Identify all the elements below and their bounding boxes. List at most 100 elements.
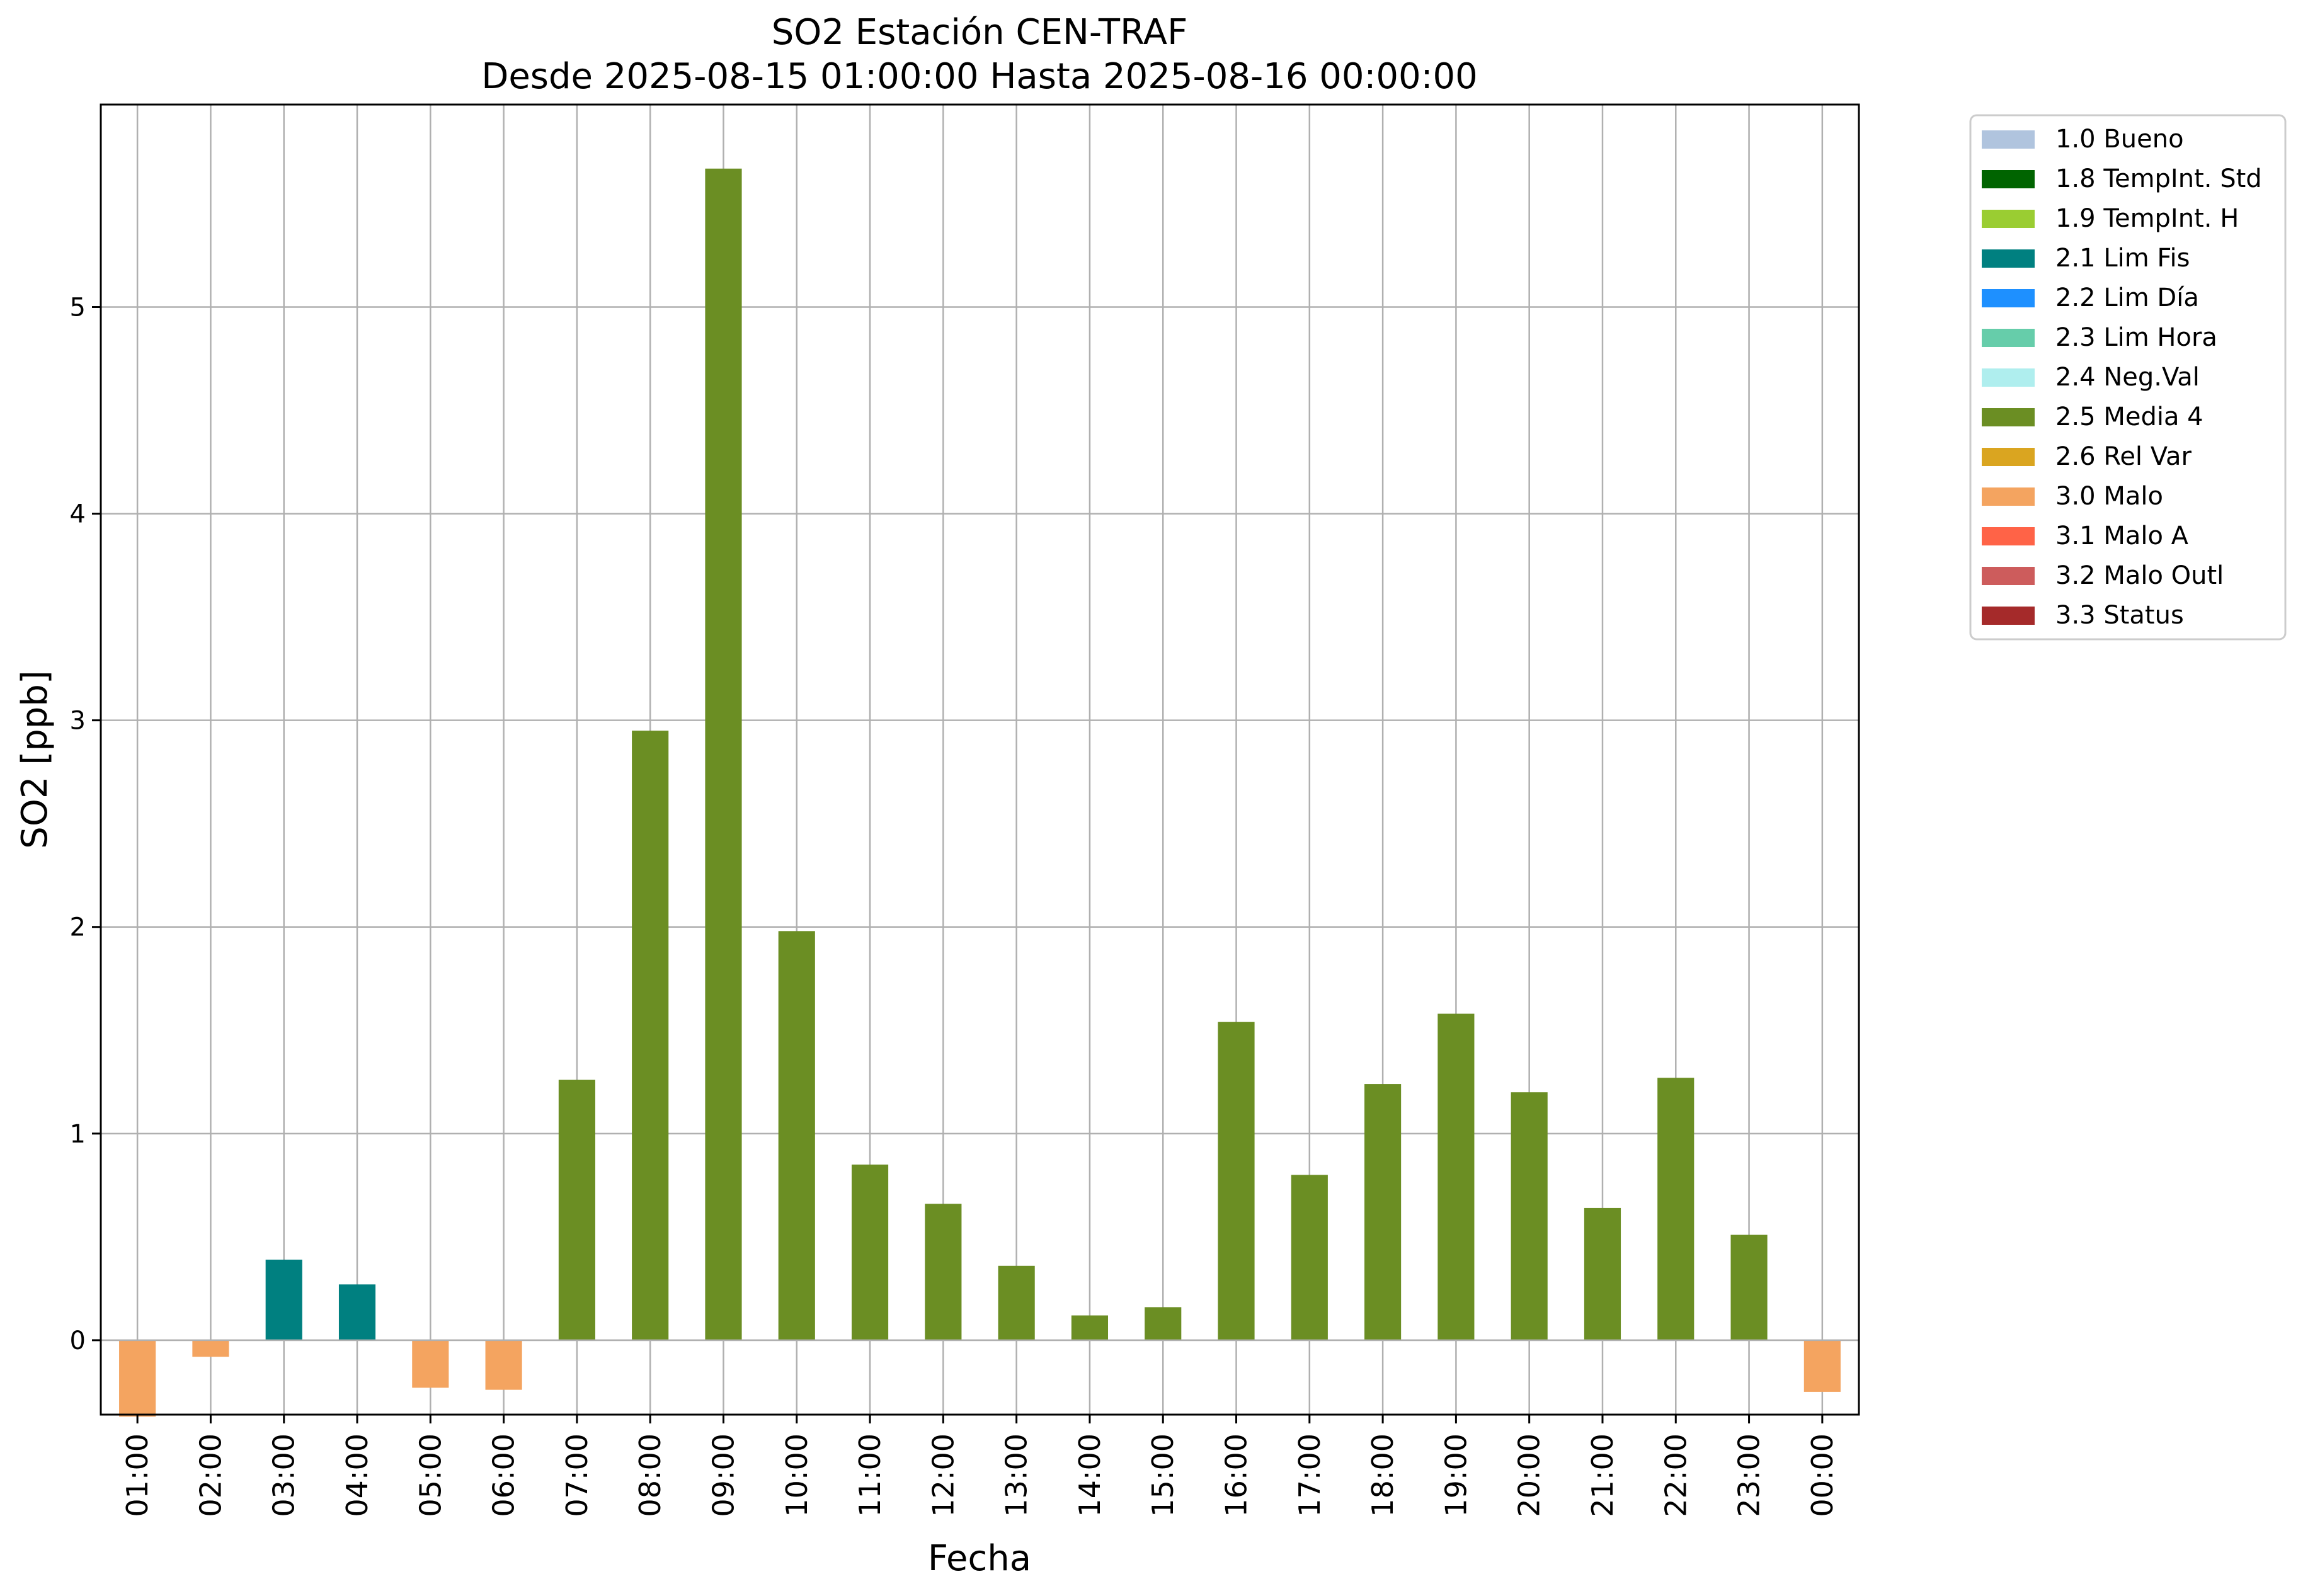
x-tick-label: 11:00 [853, 1434, 887, 1517]
legend-swatch [1982, 249, 2035, 268]
bar [1218, 1022, 1255, 1340]
x-tick-label: 07:00 [560, 1434, 594, 1517]
chart-title: SO2 Estación CEN-TRAF [772, 12, 1188, 53]
legend-label: 3.0 Malo [2055, 482, 2163, 511]
chart-subtitle: Desde 2025-08-15 01:00:00 Hasta 2025-08-… [481, 56, 1478, 97]
x-tick-label: 04:00 [340, 1434, 374, 1517]
x-tick-label: 01:00 [120, 1434, 154, 1517]
legend: 1.0 Bueno 1.8 TempInt. Std 1.9 TempInt. H 2… [1969, 114, 2287, 641]
bar [192, 1340, 229, 1357]
legend-label: 3.1 Malo A [2055, 522, 2189, 550]
legend-label: 1.8 TempInt. Std [2055, 164, 2262, 193]
bar [1730, 1234, 1768, 1340]
bar [1364, 1084, 1402, 1340]
y-tick-label: 1 [70, 1120, 86, 1149]
x-tick-label: 22:00 [1659, 1434, 1693, 1517]
y-axis-label: SO2 [ppb] [14, 670, 55, 848]
legend-entry: 2.6 Rel Var [1982, 442, 2192, 471]
legend-entry: 3.1 Malo A [1982, 522, 2189, 550]
x-tick-label: 09:00 [706, 1434, 740, 1517]
x-tick-label: 06:00 [487, 1434, 521, 1517]
x-tick-label: 08:00 [633, 1434, 667, 1517]
bar [632, 731, 669, 1340]
bar [412, 1340, 449, 1388]
x-tick-label: 19:00 [1439, 1434, 1473, 1517]
bar [1291, 1175, 1328, 1340]
x-tick-label: 18:00 [1366, 1434, 1400, 1517]
bar [1145, 1307, 1182, 1340]
legend-label: 1.0 Bueno [2055, 125, 2184, 154]
y-tick-label: 0 [70, 1326, 86, 1355]
legend-swatch [1982, 487, 2035, 506]
x-tick-label: 16:00 [1220, 1434, 1254, 1517]
x-tick-label: 03:00 [267, 1434, 301, 1517]
x-tick-label: 20:00 [1512, 1434, 1546, 1517]
legend-entry: 2.1 Lim Fis [1982, 244, 2190, 273]
legend-label: 2.1 Lim Fis [2055, 244, 2190, 273]
x-tick-label: 12:00 [926, 1434, 960, 1517]
legend-entry: 1.0 Bueno [1982, 125, 2184, 154]
bar [485, 1340, 522, 1390]
y-tick-label: 2 [70, 913, 86, 942]
legend-label: 3.2 Malo Outl [2055, 561, 2224, 590]
x-axis-label: Fecha [928, 1538, 1031, 1579]
bar [558, 1080, 595, 1340]
legend-label: 2.5 Media 4 [2055, 402, 2203, 431]
plot-frame [100, 103, 1860, 1416]
x-tick-label: 21:00 [1586, 1434, 1620, 1517]
legend-label: 2.6 Rel Var [2055, 442, 2192, 471]
bar [1511, 1092, 1548, 1340]
bar [1071, 1315, 1109, 1340]
legend-swatch [1982, 607, 2035, 625]
x-tick-label: 13:00 [1000, 1434, 1034, 1517]
bar [1803, 1340, 1841, 1392]
y-tick-label: 5 [70, 294, 86, 322]
legend-swatch [1982, 567, 2035, 585]
bars [119, 168, 1841, 1417]
x-tick-label: 23:00 [1732, 1434, 1766, 1517]
bar [1584, 1207, 1621, 1340]
y-tick-label: 4 [70, 500, 86, 529]
x-tick-label: 10:00 [780, 1434, 814, 1517]
x-axis-ticks: 01:00 02:00 03:00 04:00 05:00 06:00 07:00 08:00… [120, 1415, 1839, 1517]
legend-label: 2.4 Neg.Val [2055, 363, 2200, 392]
y-axis-ticks: 0 1 2 3 4 5 [70, 294, 101, 1355]
x-tick-label: 15:00 [1146, 1434, 1180, 1517]
legend-swatch [1982, 289, 2035, 307]
bar [925, 1204, 962, 1340]
legend-entry: 3.2 Malo Outl [1982, 561, 2224, 590]
bar [998, 1265, 1035, 1340]
legend-label: 2.2 Lim Día [2055, 283, 2199, 312]
x-tick-label: 14:00 [1073, 1434, 1107, 1517]
x-tick-label: 00:00 [1805, 1434, 1839, 1517]
legend-swatch [1982, 368, 2035, 387]
x-tick-label: 05:00 [413, 1434, 447, 1517]
bar [1657, 1078, 1694, 1340]
legend-label: 3.3 Status [2055, 601, 2184, 630]
legend-entry: 2.5 Media 4 [1982, 402, 2203, 431]
bar [338, 1284, 376, 1340]
bar [851, 1165, 889, 1340]
legend-swatch [1982, 329, 2035, 347]
bar [705, 168, 742, 1340]
bar [778, 931, 815, 1340]
legend-swatch [1982, 527, 2035, 545]
legend-swatch [1982, 408, 2035, 426]
legend-label: 1.9 TempInt. H [2055, 204, 2239, 233]
bar [1437, 1013, 1475, 1340]
legend-entry: 3.0 Malo [1982, 482, 2163, 511]
legend-entry: 2.2 Lim Día [1982, 283, 2199, 312]
legend-swatch [1982, 448, 2035, 466]
legend-frame [1969, 114, 2287, 641]
legend-swatch [1982, 130, 2035, 149]
legend-entry: 1.9 TempInt. H [1982, 204, 2239, 233]
y-tick-label: 3 [70, 707, 86, 736]
x-tick-label: 17:00 [1293, 1434, 1327, 1517]
legend-label: 2.3 Lim Hora [2055, 323, 2217, 352]
legend-entry: 3.3 Status [1982, 601, 2184, 630]
legend-entry: 2.3 Lim Hora [1982, 323, 2217, 352]
legend-entry: 2.4 Neg.Val [1982, 363, 2200, 392]
bar [265, 1259, 302, 1340]
legend-swatch [1982, 210, 2035, 228]
